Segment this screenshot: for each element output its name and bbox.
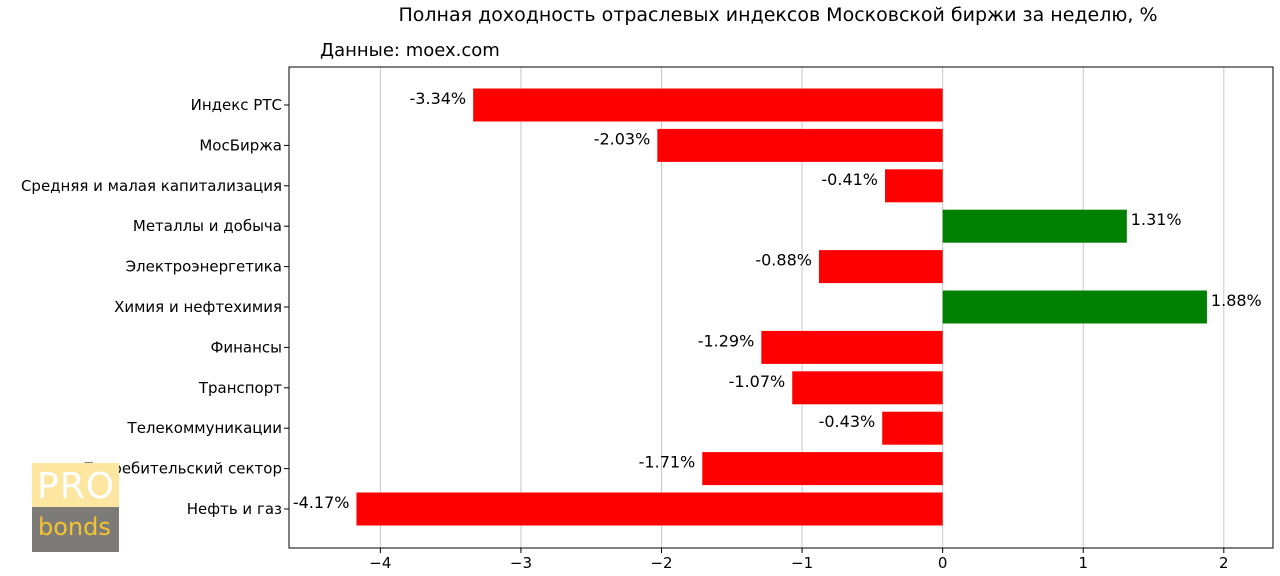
logo-bonds-text: bonds <box>38 513 111 541</box>
category-label: МосБиржа <box>199 136 282 154</box>
category-label: Нефть и газ <box>187 500 282 518</box>
bars <box>356 88 1207 526</box>
data-label: -2.03% <box>594 129 651 148</box>
bar <box>473 88 943 122</box>
data-label: -0.43% <box>819 412 876 431</box>
bar <box>942 290 1207 324</box>
bar <box>356 492 943 526</box>
bar <box>942 209 1127 243</box>
bar <box>657 128 943 162</box>
data-label: -1.29% <box>698 331 755 350</box>
category-label: Электроэнергетика <box>126 258 282 276</box>
category-label: Средняя и малая капитализация <box>21 177 282 195</box>
category-label: Металлы и добыча <box>133 217 282 235</box>
data-label: -1.71% <box>639 453 696 472</box>
probonds-logo: PRO bonds <box>32 463 119 552</box>
chart-title: Полная доходность отраслевых индексов Мо… <box>398 4 1157 26</box>
data-label: 1.31% <box>1131 210 1182 229</box>
category-label: Финансы <box>210 338 282 356</box>
category-label: Химия и нефтехимия <box>114 298 282 316</box>
logo-top-panel <box>32 463 119 507</box>
data-labels: -3.34% -2.03% -0.41% 1.31% -0.88% 1.88% -1.29%… <box>293 89 1262 512</box>
bar <box>818 250 943 284</box>
x-tick-label: 2 <box>1219 554 1229 572</box>
x-tick-label: 0 <box>938 554 948 572</box>
chart-subtitle: Данные: moex.com <box>320 40 500 61</box>
category-label: Индекс РТС <box>191 96 282 114</box>
x-tick-label: 1 <box>1078 554 1088 572</box>
category-label: Телекоммуникации <box>127 419 282 437</box>
data-label: -0.41% <box>821 170 878 189</box>
logo-bottom-panel <box>32 507 119 552</box>
category-labels: Индекс РТС МосБиржа Средняя и малая капита… <box>21 96 289 518</box>
x-tick-labels: −4 −3 −2 −1 0 1 2 <box>369 548 1229 572</box>
plot-frame <box>288 66 1274 549</box>
x-tick-label: −1 <box>791 554 813 572</box>
data-label: -1.07% <box>729 372 786 391</box>
bar <box>882 411 943 445</box>
data-label: -0.88% <box>755 251 812 270</box>
x-tick-label: −3 <box>510 554 532 572</box>
category-label: Потребительский сектор <box>83 460 282 478</box>
category-label: Транспорт <box>198 379 282 397</box>
x-tick-label: −4 <box>369 554 391 572</box>
data-label: -3.34% <box>410 89 467 108</box>
logo-pro-text: PRO <box>37 466 116 507</box>
x-tick-label: −2 <box>650 554 672 572</box>
bar <box>761 330 943 364</box>
bar <box>885 169 943 203</box>
bar <box>792 371 943 405</box>
data-label: -4.17% <box>293 493 350 512</box>
bar <box>702 452 943 486</box>
data-label: 1.88% <box>1211 291 1262 310</box>
